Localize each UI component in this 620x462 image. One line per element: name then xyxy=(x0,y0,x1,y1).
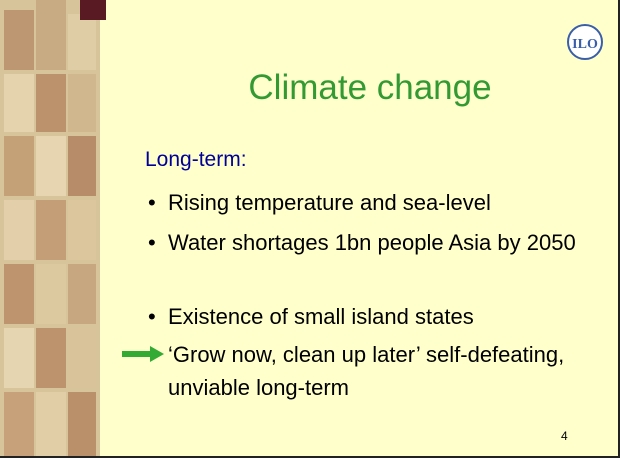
logo-text: ILO xyxy=(572,37,598,52)
bullet: Existence of small island states xyxy=(148,300,598,333)
page-number: 4 xyxy=(561,429,568,443)
texture-strip xyxy=(0,0,106,456)
arrow-item: ‘Grow now, clean up later’ self-defeatin… xyxy=(168,342,565,400)
logo: ILO xyxy=(567,24,603,60)
subtitle: Long-term: xyxy=(145,148,247,171)
bullet: Water shortages 1bn people Asia by 2050 xyxy=(148,226,578,259)
arrow xyxy=(122,346,164,362)
slide-title: Climate change xyxy=(248,68,492,107)
bullet: Rising temperature and sea-level xyxy=(148,186,598,219)
